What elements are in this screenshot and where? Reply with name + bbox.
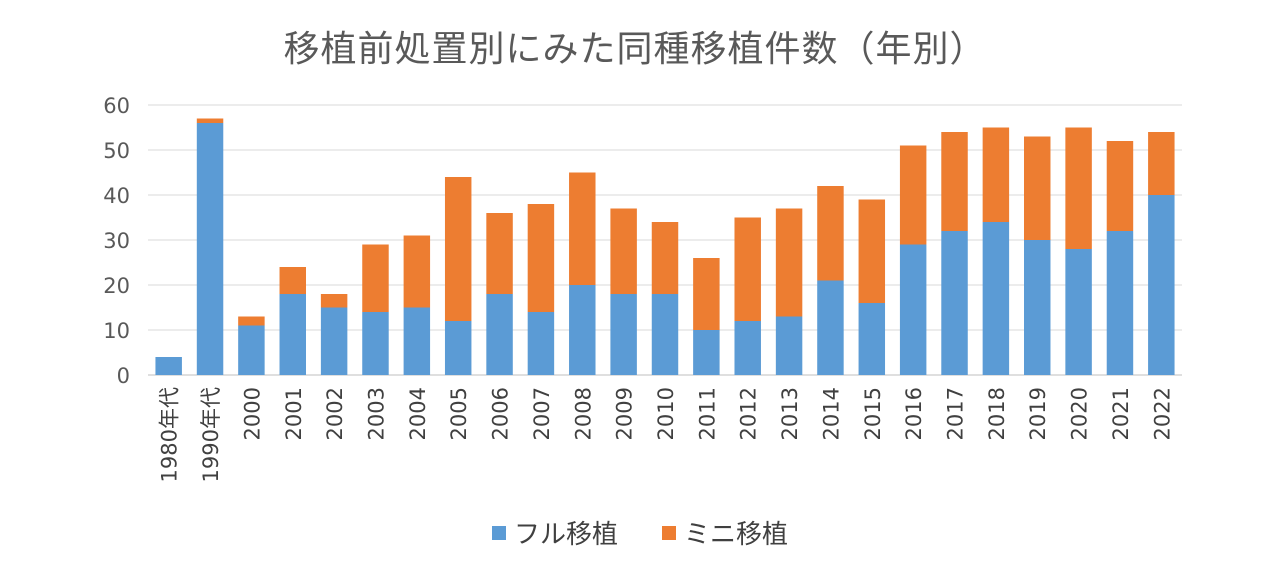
bar-series-1	[775, 316, 803, 375]
x-tick-label: 2018	[985, 387, 1009, 440]
x-tick-label: 2000	[240, 387, 264, 440]
x-tick-label: 2008	[571, 387, 595, 440]
bar-series-1	[1106, 231, 1134, 375]
chart-title: 移植前処置別にみた同種移植件数（年別）	[283, 29, 987, 70]
bar-series-1	[155, 357, 182, 375]
x-tick-label: 1990年代	[199, 387, 223, 482]
bar-series-1	[527, 312, 555, 375]
x-tick-label: 2015	[861, 387, 885, 440]
bar-series-2	[899, 145, 927, 245]
legend-item-series-2: ミニ移植	[662, 514, 788, 551]
y-tick-label: 60	[103, 94, 130, 118]
y-axis-tick-labels: 0 10 20 30 40 50 60	[103, 94, 130, 388]
bar-series-2	[734, 217, 761, 321]
x-axis-tick-labels: 1980年代 1990年代 2000 2001 2002 2003 2004 2005 2006…	[158, 387, 1175, 482]
legend-swatch-series-2	[662, 525, 676, 540]
bar-series-2	[569, 172, 596, 285]
bar-series-2	[1148, 132, 1175, 195]
y-tick-label: 0	[117, 364, 130, 388]
bar-series-1	[362, 312, 389, 375]
bar-series-2	[941, 132, 968, 231]
bar-series-1	[858, 303, 886, 375]
x-tick-label: 2014	[819, 387, 843, 440]
bar-series-2	[279, 267, 306, 294]
x-tick-label: 1980年代	[158, 387, 182, 482]
bar-series-1	[693, 330, 720, 375]
bar-series-2	[1065, 127, 1092, 249]
bar-series-2	[1024, 136, 1051, 240]
bar-series-1	[196, 123, 224, 375]
bars	[155, 118, 1175, 375]
bar-series-1	[1065, 249, 1092, 375]
legend-label-series-2: ミニ移植	[684, 520, 789, 550]
bar-series-1	[982, 222, 1010, 375]
x-tick-label: 2013	[778, 387, 802, 440]
bar-series-1	[610, 294, 637, 375]
x-tick-label: 2020	[1068, 387, 1092, 440]
bar-series-2	[444, 177, 472, 321]
x-tick-label: 2006	[489, 387, 513, 440]
bar-series-1	[444, 321, 472, 375]
x-tick-label: 2012	[737, 387, 761, 440]
bar-series-1	[899, 244, 927, 375]
bar-series-1	[320, 307, 348, 375]
bar-series-2	[858, 199, 886, 303]
bar-series-1	[817, 280, 844, 375]
bar-series-1	[238, 325, 265, 375]
x-tick-label: 2009	[613, 387, 637, 440]
bar-series-1	[486, 294, 513, 375]
bar-series-2	[817, 186, 844, 281]
legend-swatch-series-1	[491, 525, 506, 540]
x-tick-label: 2004	[406, 387, 430, 440]
bar-series-2	[486, 213, 513, 294]
bar-series-2	[238, 316, 265, 326]
x-tick-label: 2017	[944, 387, 968, 440]
x-tick-label: 2002	[323, 387, 347, 440]
x-tick-label: 2010	[654, 387, 678, 440]
bar-series-2	[651, 222, 679, 294]
bar-series-2	[403, 235, 431, 308]
bar-series-1	[569, 285, 596, 375]
x-tick-label: 2021	[1109, 387, 1133, 440]
legend: フル移植 ミニ移植	[0, 514, 1280, 551]
bar-series-1	[1148, 195, 1175, 375]
x-tick-label: 2022	[1150, 387, 1174, 440]
x-tick-label: 2019	[1026, 387, 1050, 440]
y-tick-label: 20	[103, 274, 130, 298]
bar-series-1	[403, 307, 431, 375]
bar-series-1	[279, 294, 306, 375]
bar-series-1	[651, 294, 679, 375]
bar-series-2	[982, 127, 1010, 222]
legend-label-series-1: フル移植	[513, 520, 618, 550]
y-tick-label: 30	[103, 229, 130, 253]
bar-series-1	[734, 321, 761, 375]
bar-series-1	[1024, 240, 1051, 375]
bar-series-2	[1106, 141, 1134, 231]
bar-series-2	[610, 208, 637, 294]
bar-series-2	[693, 258, 720, 330]
bar-series-2	[196, 118, 224, 123]
bar-series-2	[320, 294, 348, 308]
x-tick-label: 2007	[530, 387, 554, 440]
bar-series-2	[775, 208, 803, 317]
x-tick-label: 2005	[447, 387, 471, 440]
x-tick-label: 2003	[364, 387, 388, 440]
legend-item-series-1: フル移植	[491, 514, 618, 551]
bar-series-1	[941, 231, 968, 375]
y-tick-label: 40	[103, 184, 130, 208]
bar-series-2	[362, 244, 389, 312]
x-tick-label: 2016	[902, 387, 926, 440]
x-tick-label: 2011	[695, 387, 719, 440]
bar-series-2	[527, 204, 555, 312]
y-tick-label: 10	[103, 319, 130, 343]
y-tick-label: 50	[103, 139, 130, 163]
x-tick-label: 2001	[282, 387, 306, 440]
